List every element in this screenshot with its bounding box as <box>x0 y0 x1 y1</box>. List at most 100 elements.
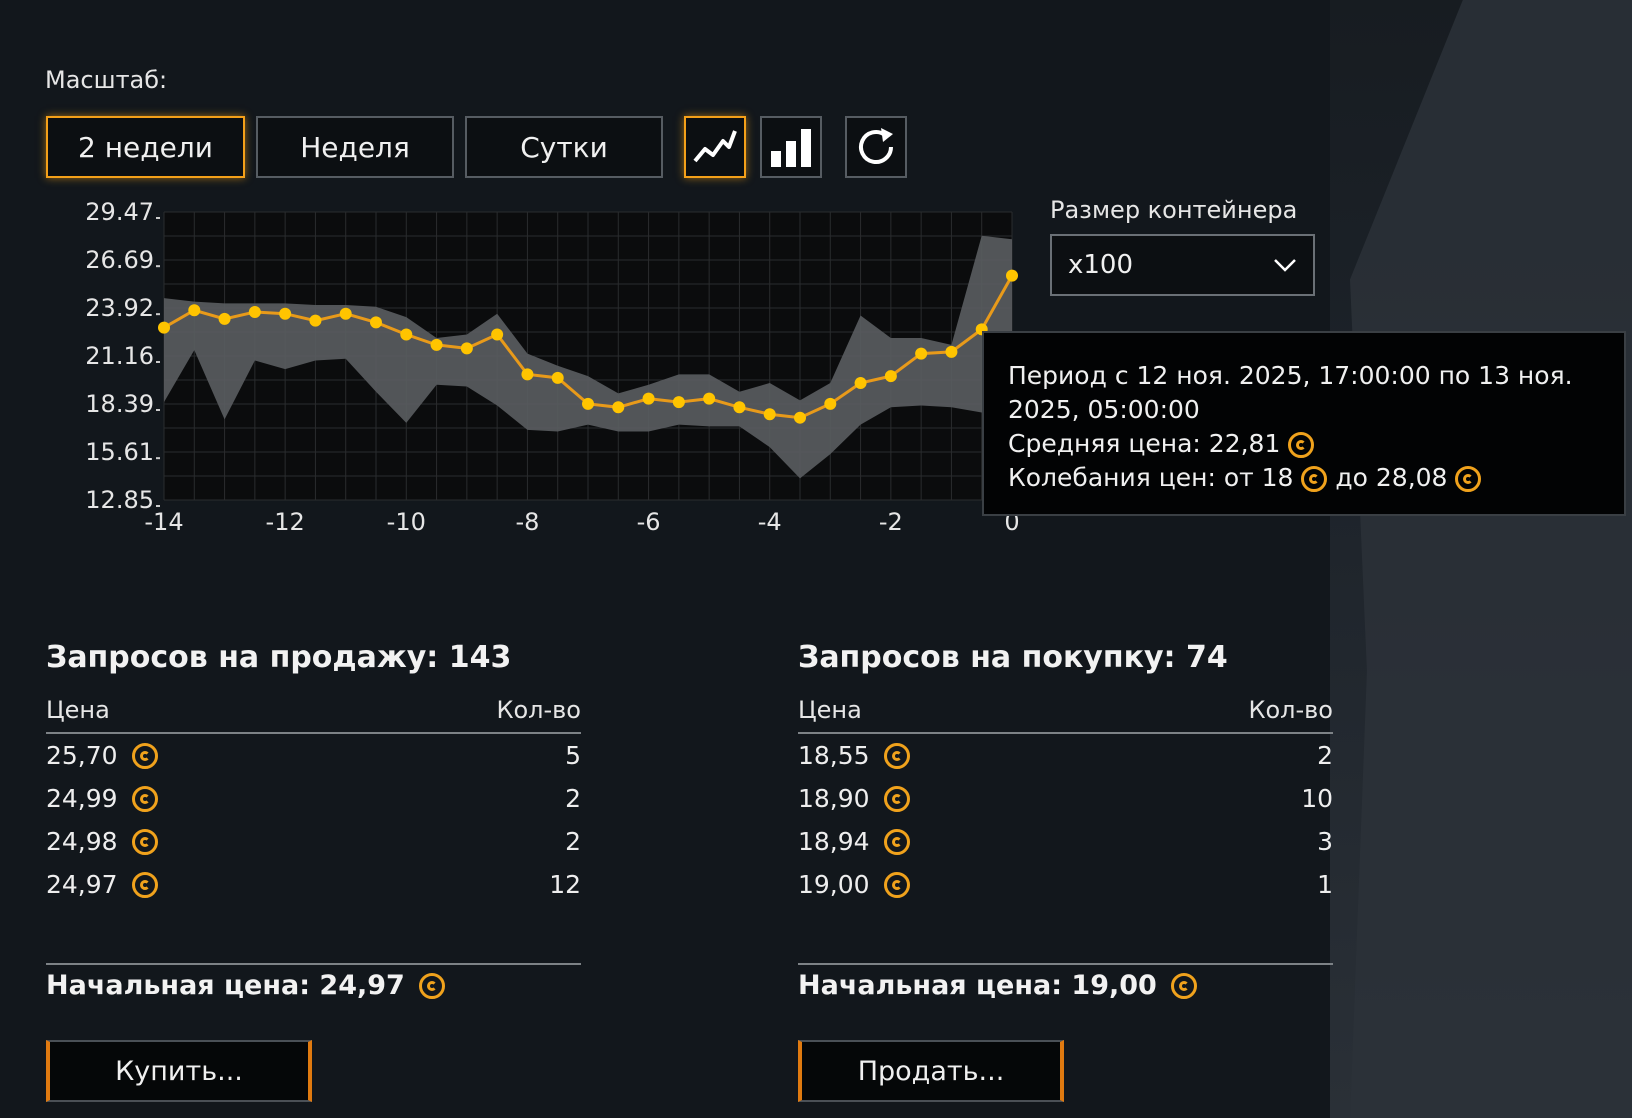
coin-icon <box>883 871 910 898</box>
row-qty: 10 <box>1301 784 1333 813</box>
data-point <box>339 307 352 320</box>
x-tick-label: -2 <box>879 508 903 536</box>
data-point <box>279 307 292 320</box>
scale-week-button[interactable]: Неделя <box>256 116 454 178</box>
container-size-label: Размер контейнера <box>1050 196 1298 224</box>
x-tick-label: -8 <box>515 508 539 536</box>
y-tick-label: 12.85 <box>85 486 154 514</box>
tooltip-period: Период с 12 ноя. 2025, 17:00:00 по 13 но… <box>1008 361 1573 424</box>
row-qty: 5 <box>565 741 581 770</box>
coin-icon <box>883 742 910 769</box>
row-price: 25,70 <box>46 741 118 770</box>
row-qty: 12 <box>549 870 581 899</box>
bar-chart-icon <box>771 129 811 167</box>
row-price: 24,97 <box>46 870 118 899</box>
table-row: 18,55 2 <box>798 734 1333 777</box>
data-point <box>1006 269 1018 282</box>
row-price: 18,94 <box>798 827 870 856</box>
refresh-button[interactable] <box>845 116 907 178</box>
data-point <box>733 401 746 414</box>
data-point <box>188 304 201 317</box>
y-tick-label: 29.47 <box>85 198 154 226</box>
data-point <box>672 396 685 409</box>
data-point <box>218 312 231 325</box>
tooltip-average: Средняя цена: 22,81 <box>1008 427 1600 461</box>
data-point <box>521 368 534 381</box>
data-point <box>794 411 806 424</box>
data-point <box>824 397 837 410</box>
sell-divider <box>46 963 581 965</box>
price-chart: 29.47 26.69 23.92 21.16 18.39 15.61 12.85-14 -1… <box>85 198 1019 536</box>
data-point <box>158 321 170 334</box>
table-row: 24,97 12 <box>46 863 581 906</box>
data-point <box>703 392 716 405</box>
x-tick-label: -6 <box>637 508 661 536</box>
y-tick-label: 21.16 <box>85 342 154 370</box>
coin-icon <box>131 742 158 769</box>
sell-table: Цена Кол-во 25,70 5 24,99 2 24,98 2 24,9… <box>46 696 581 906</box>
buy-button[interactable]: Купить... <box>46 1040 312 1102</box>
x-tick-label: -14 <box>144 508 183 536</box>
table-row: 25,70 5 <box>46 734 581 777</box>
row-price: 24,98 <box>46 827 118 856</box>
data-point <box>248 305 261 318</box>
chart-tooltip: Период с 12 ноя. 2025, 17:00:00 по 13 но… <box>982 331 1626 516</box>
table-row: 24,99 2 <box>46 777 581 820</box>
row-price: 19,00 <box>798 870 870 899</box>
coin-icon <box>1288 432 1315 458</box>
buy-divider <box>798 963 1333 965</box>
buy-start-price-text: Начальная цена: 19,00 <box>798 970 1157 1001</box>
refresh-icon <box>859 128 893 164</box>
y-tick-label: 15.61 <box>85 438 154 466</box>
coin-icon <box>1455 466 1482 492</box>
container-size-value: x100 <box>1068 250 1134 280</box>
data-point <box>612 401 625 414</box>
data-point <box>582 397 594 410</box>
row-qty: 2 <box>565 784 581 813</box>
sell-table-header: Цена Кол-во <box>46 696 581 734</box>
buy-col-qty: Кол-во <box>1248 696 1333 724</box>
y-tick-label: 18.39 <box>85 390 154 418</box>
row-qty: 3 <box>1317 827 1333 856</box>
coin-icon <box>131 828 158 855</box>
coin-icon <box>131 785 158 812</box>
data-point <box>430 338 443 351</box>
tooltip-range-to: до 28,08 <box>1335 463 1448 492</box>
buy-requests-title: Запросов на покупку: 74 <box>798 640 1228 675</box>
data-point <box>884 370 897 383</box>
data-point <box>400 328 413 341</box>
coin-icon <box>418 972 445 999</box>
sell-start-price-text: Начальная цена: 24,97 <box>46 970 405 1001</box>
coin-icon <box>883 785 910 812</box>
buy-table-header: Цена Кол-во <box>798 696 1333 734</box>
scale-two-weeks-button[interactable]: 2 недели <box>46 116 245 178</box>
x-tick-label: -10 <box>387 508 426 536</box>
data-point <box>642 392 655 405</box>
row-price: 18,55 <box>798 741 870 770</box>
data-point <box>945 345 958 358</box>
buy-col-price: Цена <box>798 696 862 724</box>
tooltip-range-from: Колебания цен: от 18 <box>1008 463 1294 492</box>
sell-col-price: Цена <box>46 696 110 724</box>
data-point <box>551 371 564 384</box>
line-chart-button[interactable] <box>684 116 746 178</box>
row-price: 18,90 <box>798 784 870 813</box>
table-row: 24,98 2 <box>46 820 581 863</box>
container-size-select[interactable]: x100 <box>1050 234 1315 296</box>
table-row: 18,94 3 <box>798 820 1333 863</box>
coin-icon <box>131 871 158 898</box>
y-tick-label: 26.69 <box>85 246 154 274</box>
x-tick-label: -12 <box>266 508 305 536</box>
row-qty: 1 <box>1317 870 1333 899</box>
table-row: 18,90 10 <box>798 777 1333 820</box>
scale-label: Масштаб: <box>45 66 168 94</box>
data-point <box>309 314 322 327</box>
scale-day-button[interactable]: Сутки <box>465 116 663 178</box>
sell-start-price: Начальная цена: 24,97 <box>46 970 445 1001</box>
line-chart-icon <box>693 130 737 163</box>
bar-chart-button[interactable] <box>760 116 822 178</box>
tooltip-range: Колебания цен: от 18 до 28,08 <box>1008 461 1600 495</box>
data-point <box>854 377 867 390</box>
sell-button[interactable]: Продать... <box>798 1040 1064 1102</box>
coin-icon <box>1301 466 1328 492</box>
